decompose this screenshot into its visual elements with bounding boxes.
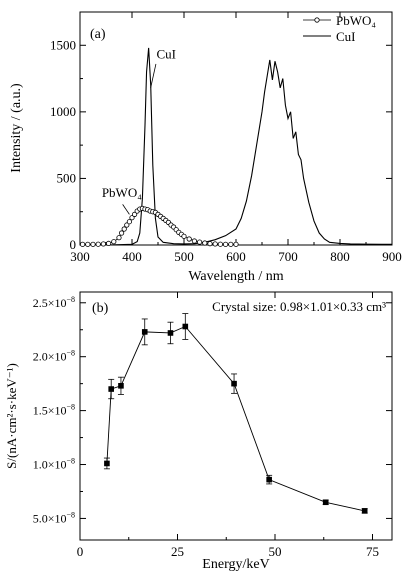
annotation-cui-label: CuI [156, 47, 176, 62]
pbwo4-point [121, 226, 127, 232]
cui-series-line [80, 47, 392, 246]
pbwo4-point [186, 236, 192, 242]
data-point-square [167, 330, 174, 336]
panel-a-annotations: CuI PbWO₄ [102, 47, 176, 215]
panel-b-axes: 0 25 50 75 5.0×10−8 1.0×10−8 1.5×10−8 2.0×10−8 2… [33, 292, 392, 559]
panel-a-ylabel: Intensity / (a.u.) [9, 83, 24, 173]
annotation-cui-arrow [150, 63, 157, 88]
pbwo4-point [129, 215, 135, 221]
pbwo4-point [181, 233, 187, 239]
b-ytick-label: 1.0×10−8 [33, 457, 75, 472]
panel-a-xlabel: Wavelength / nm [188, 269, 283, 284]
panel-a-axes: 300 400 500 600 700 800 900 0 500 1000 1500 [50, 12, 402, 264]
data-point-square [361, 508, 368, 514]
b-xtick-label: 25 [171, 544, 184, 559]
panel-b-series [103, 313, 368, 514]
b-ytick-exponent: −8 [66, 349, 75, 358]
b-xtick-label: 75 [366, 544, 379, 559]
data-point-square [322, 499, 329, 506]
b-ytick-label: 1.5×10−8 [33, 403, 75, 418]
data-point-square [266, 476, 272, 483]
panel-b-label: (b) [92, 301, 109, 316]
panel-a: (a) 300 400 500 600 700 800 900 0 500 1000 1500 Pb… [9, 11, 402, 284]
a-xtick-label: 500 [174, 249, 194, 264]
a-ytick-label: 1000 [50, 104, 76, 119]
b-ytick-exponent: −8 [66, 510, 75, 519]
pbwo4-point [85, 241, 91, 247]
legend-pbwo4-label: PbWO₄ [336, 13, 376, 28]
pbwo4-point [132, 211, 138, 217]
panel-a-label: (a) [90, 27, 106, 42]
panel-b-annotation: Crystal size: 0.98×1.01×0.33 cm³ [212, 299, 386, 314]
a-xtick-label: 900 [382, 249, 402, 264]
pbwo4-point [197, 239, 203, 245]
pbwo4-point [124, 222, 130, 228]
pbwo4-point [80, 241, 86, 247]
pbwo4-point [116, 235, 122, 241]
pbwo4-point [111, 239, 117, 245]
b-ytick-label: 2.5×10−8 [33, 295, 75, 310]
pbwo4-point [191, 238, 197, 244]
a-xtick-label: 700 [278, 249, 298, 264]
a-xtick-label: 600 [226, 249, 246, 264]
pbwo4-point [202, 240, 208, 246]
b-ytick-exponent: −8 [66, 403, 75, 412]
pbwo4-point [95, 241, 101, 247]
a-ytick-label: 1500 [50, 37, 76, 52]
b-ytick-exponent: −8 [66, 457, 75, 466]
data-point-square [108, 386, 114, 392]
pbwo4-point [100, 241, 107, 247]
data-point-square [141, 329, 148, 335]
legend-pbwo4-marker [314, 17, 320, 23]
a-xtick-label: 300 [70, 249, 90, 264]
a-ytick-label: 0 [70, 237, 77, 252]
pbwo4-point [212, 241, 218, 247]
b-ytick-label: 5.0×10−8 [33, 510, 75, 525]
pbwo4-point [233, 241, 239, 247]
pbwo4-point [106, 240, 112, 247]
sensitivity-series-line [106, 325, 365, 512]
pbwo4-point [223, 241, 229, 247]
b-xtick-label: 50 [269, 544, 282, 559]
a-xtick-label: 400 [122, 249, 142, 264]
pbwo4-point [207, 241, 213, 247]
pbwo4-point [119, 230, 125, 236]
a-xtick-label: 800 [330, 249, 350, 264]
b-ytick-exponent: −8 [66, 295, 75, 304]
b-xtick-label: 0 [77, 544, 84, 559]
data-point-square [231, 380, 237, 387]
data-point-square [104, 460, 110, 467]
a-ytick-label: 500 [57, 170, 77, 185]
panel-b-frame [79, 291, 393, 541]
pbwo4-point [228, 241, 234, 247]
annotation-pbwo4-label: PbWO₄ [102, 185, 142, 200]
data-point-square [118, 383, 124, 389]
legend-cui-label: CuI [336, 29, 356, 44]
panel-a-series [80, 47, 392, 247]
annotation-pbwo4-arrow [122, 204, 130, 215]
pbwo4-point [90, 241, 96, 247]
pbwo4-point [126, 219, 132, 225]
panel-b-xlabel: Energy/keV [202, 557, 269, 572]
b-ytick-label: 2.0×10−8 [33, 349, 75, 364]
pbwo4-point [217, 241, 223, 247]
panel-b-ylabel: S/(nA·cm²·s·keV⁻¹) [4, 363, 19, 469]
panel-b: (b) Crystal size: 0.98×1.01×0.33 cm³ 0 25… [4, 291, 393, 572]
data-point-square [182, 323, 189, 330]
